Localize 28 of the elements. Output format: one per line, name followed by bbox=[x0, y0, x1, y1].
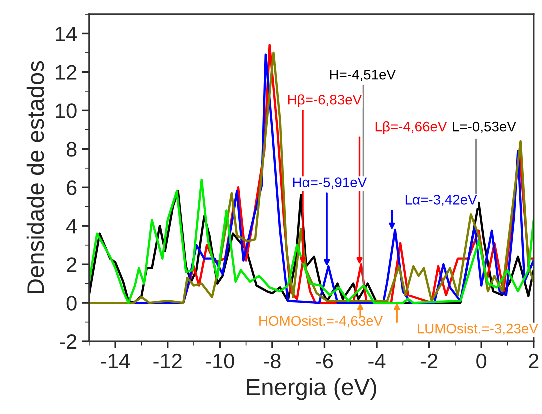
annotation: H=-4,51eV bbox=[330, 70, 396, 82]
y-tick-label: 14 bbox=[56, 26, 78, 42]
x-tick-label: 2 bbox=[529, 354, 539, 368]
y-tick-label: 8 bbox=[66, 142, 77, 157]
x-tick-label: 0 bbox=[476, 354, 487, 369]
x-tick-label: -12 bbox=[154, 354, 182, 368]
x-tick-label: -10 bbox=[206, 354, 234, 369]
y-tick-label: 12 bbox=[56, 65, 77, 80]
x-axis-title: Energia (eV) bbox=[247, 378, 376, 400]
y-tick-label: 0 bbox=[66, 296, 77, 311]
x-tick-label: -2 bbox=[420, 354, 438, 368]
annotation: HOMOsist.=-4,63eV bbox=[260, 316, 384, 328]
y-tick-label: 4 bbox=[66, 219, 78, 234]
annotation: LUMOsist.=-3,23eV bbox=[418, 324, 538, 336]
x-tick-label: -4 bbox=[368, 354, 386, 368]
y-tick-label: 10 bbox=[56, 104, 77, 118]
y-tick-label: 6 bbox=[67, 180, 77, 196]
x-tick-label: -6 bbox=[316, 354, 334, 369]
annotation: L=-0,53eV bbox=[453, 122, 516, 134]
annotation: Lβ=-4,66eV bbox=[376, 122, 448, 134]
annotation: Hα=-5,91eV bbox=[293, 178, 368, 190]
annotation: Hβ=-6,83eV bbox=[288, 94, 362, 108]
y-tick-label: 2 bbox=[67, 258, 77, 272]
x-tick-label: -14 bbox=[101, 354, 130, 368]
x-tick-label: -8 bbox=[264, 354, 281, 369]
y-tick-label: -2 bbox=[60, 334, 77, 350]
y-axis-title: Densidade de estados bbox=[26, 61, 44, 294]
annotation: Lα=-3,42eV bbox=[406, 195, 478, 206]
